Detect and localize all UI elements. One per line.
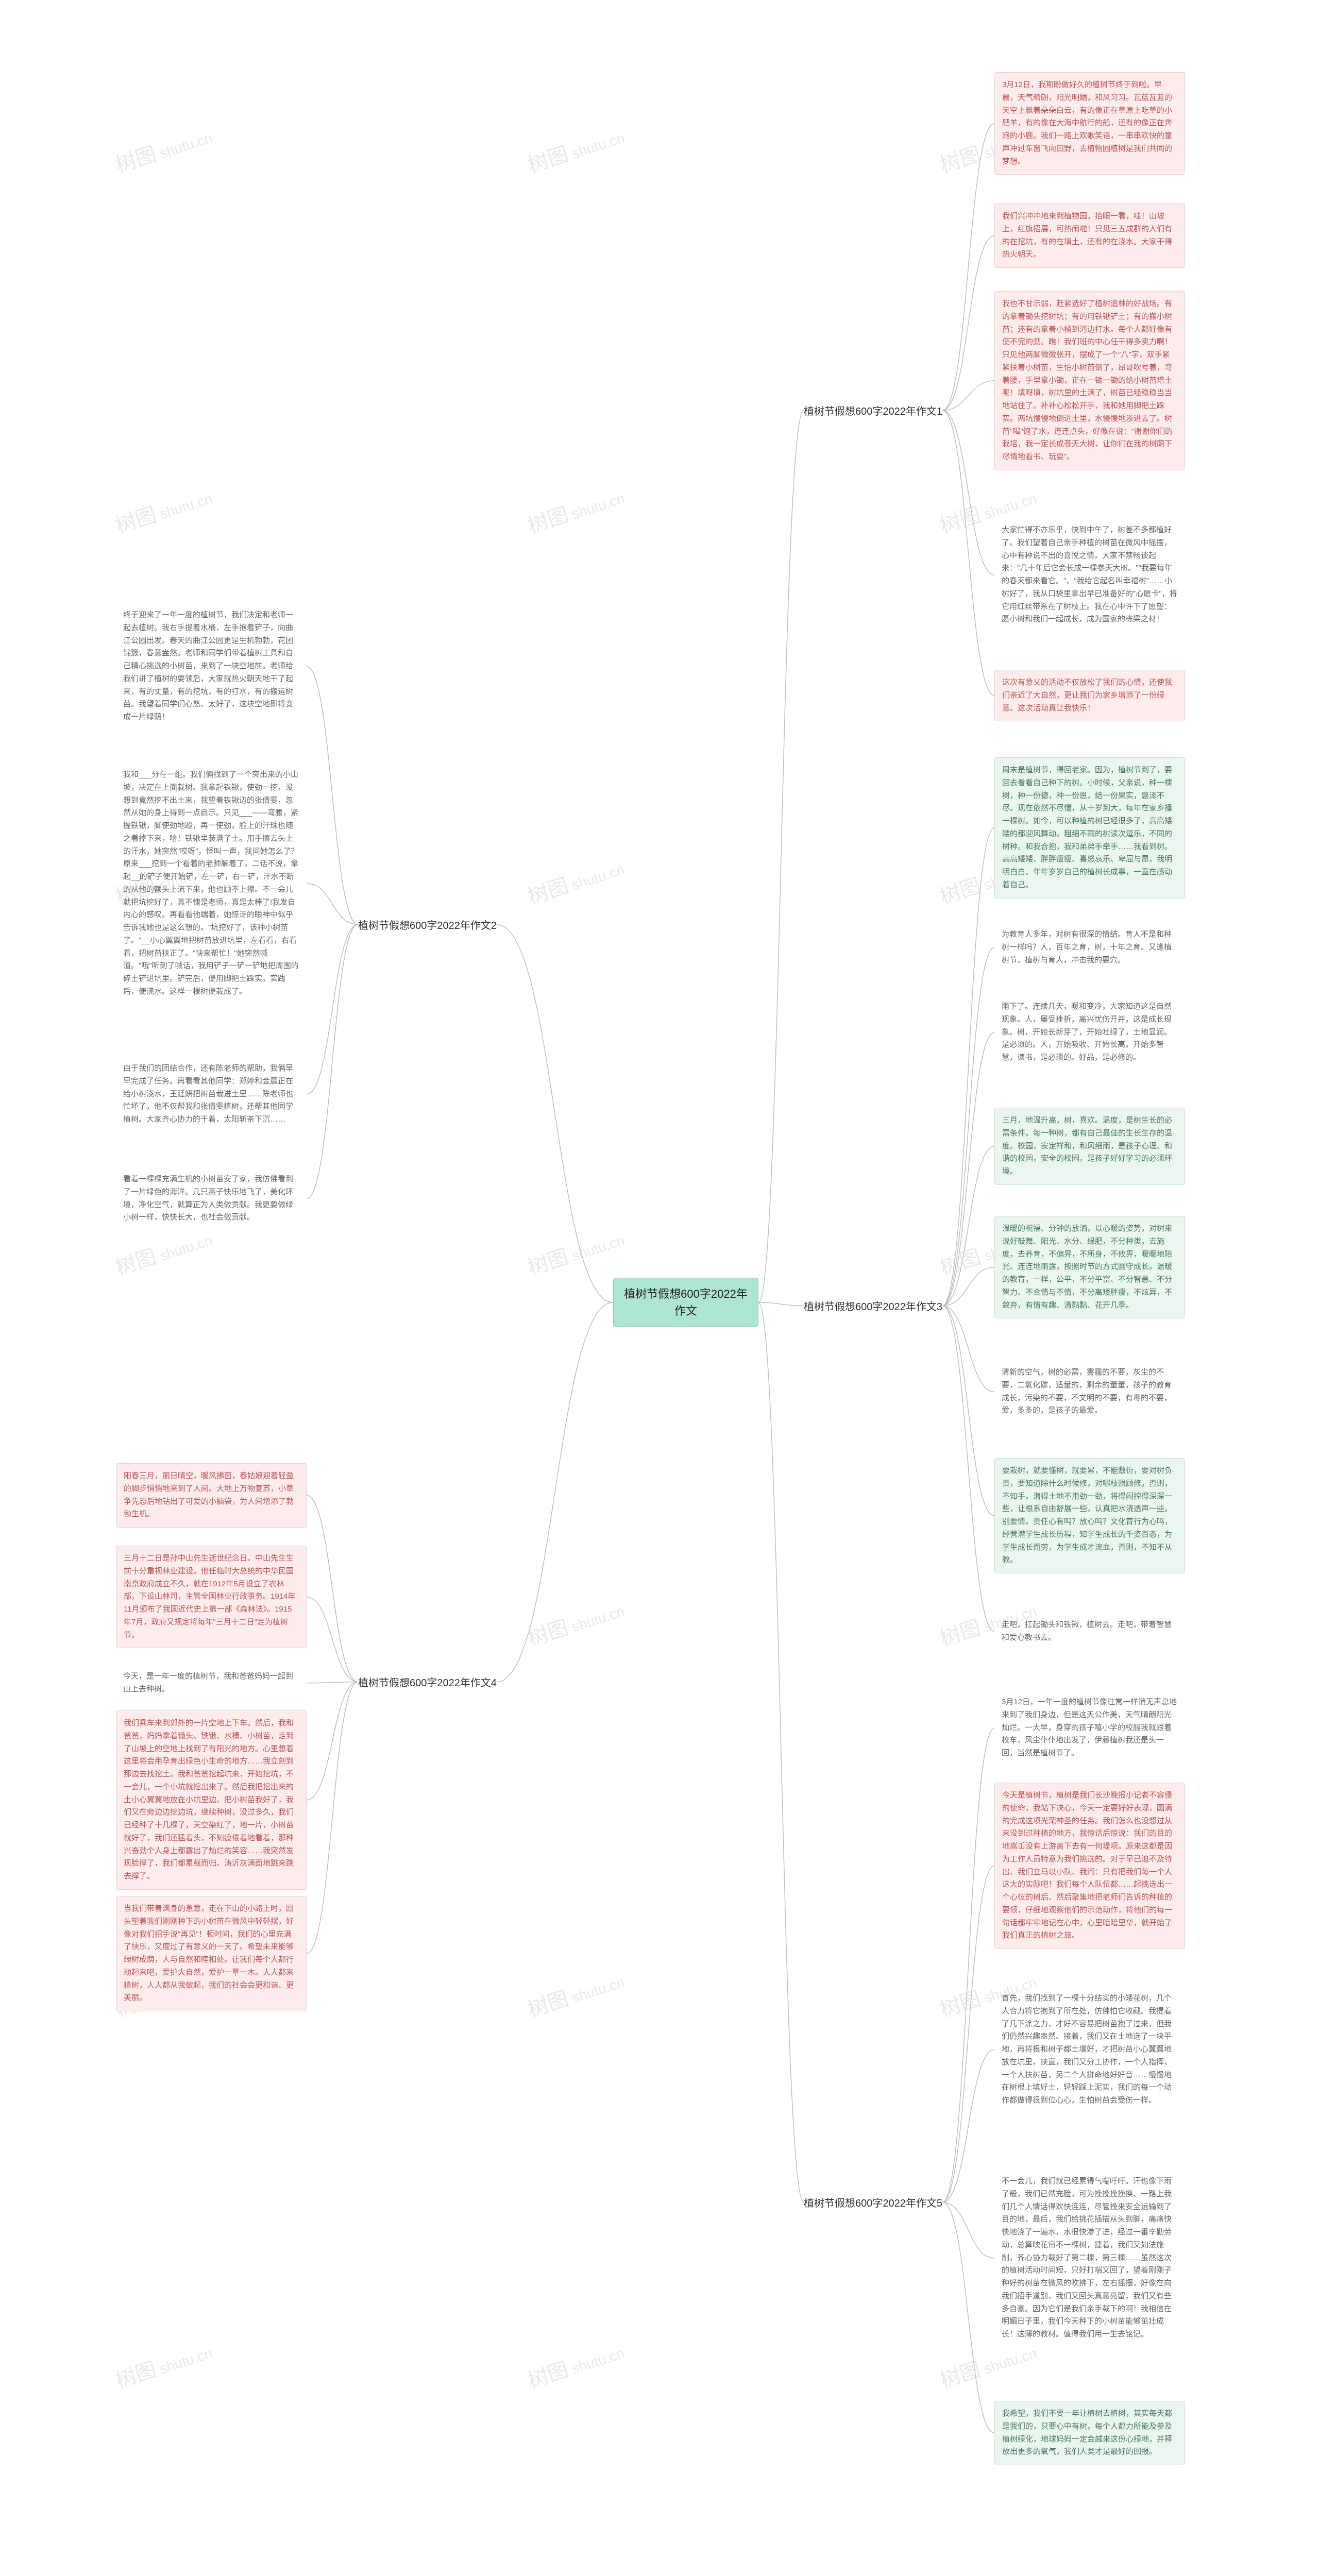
watermark: 树图 shutu.cn (523, 851, 628, 910)
watermark: 树图 shutu.cn (523, 480, 628, 539)
leaf-b1-4: 这次有意义的活动不仅放松了我们的心情，还使我们亲近了大自然，更让我们为家乡增添了… (994, 670, 1185, 721)
leaf-b5-25: 不一会儿，我们就已经累得气喘吁吁。汗也像下雨了般，我们已然充脸，可为挽挽挽挽换、… (994, 2169, 1185, 2347)
leaf-b4-20: 我们乘车来到郊外的一片空地上下车。然后，我和爸爸，妈妈拿着锄头、铁锹、水桶、小树… (116, 1710, 307, 1890)
leaf-b3-14: 清新的空气，树的必需，雾霾的不要，灰尘的不要，二氧化碳，适量的，剩余的董董，孩子… (994, 1360, 1185, 1423)
leaf-b4-17: 阳春三月，丽日晴空，暖风拂面，春姑娘迎着轻盈的脚步悄悄地来到了人间。大地上万物复… (116, 1463, 307, 1528)
watermark: 树图 shutu.cn (111, 1222, 215, 1281)
leaf-b1-1: 我们兴冲冲地来到植物园，抬眼一看，哇！山坡上，红旗招展，可热闹啦！只见三五成群的… (994, 204, 1185, 268)
watermark: 树图 shutu.cn (523, 1593, 628, 1652)
leaf-b5-24: 首先，我们找到了一棵十分结实的小矮花树，几个人合力将它抱到了所在处，仿佛怕它收藏… (994, 1986, 1185, 2113)
leaf-b2-7: 由于我们的团结合作，还有陈老师的帮助，我俩早早完成了任务。再看看其他同学：郑婷和… (116, 1056, 307, 1132)
leaf-b3-9: 周末是植树节，得回老家。因为，植树节到了，要回去看看自己种下的树。小时候，父亲说… (994, 757, 1185, 899)
leaf-b4-18: 三月十二日是孙中山先生逝世纪念日。中山先生生前十分重视林业建设。他任临时大总统的… (116, 1546, 307, 1648)
watermark: 树图 shutu.cn (111, 480, 215, 539)
leaf-b2-5: 终于迎来了一年一度的植树节，我们决定和老师一起去植树。我右手提着水桶，左手抱着铲… (116, 603, 307, 730)
leaf-b4-21: 当我们带着满身的惫意，走在下山的小路上时，回头望着我们刚刚种下的小树苗在微风中轻… (116, 1896, 307, 2011)
leaf-b2-8: 看着一棵棵充满生机的小树苗安了家，我仿佛看到了一片绿色的海洋。几只燕子快乐地飞了… (116, 1167, 307, 1230)
leaf-b5-26: 我希望，我们不要一年让植树去植树，其实每天都是我们的，只要心中有树，每个人都力所… (994, 2401, 1185, 2465)
branch-label-b5: 植树节假想600字2022年作文5 (804, 2195, 942, 2210)
watermark: 树图 shutu.cn (523, 1964, 628, 2023)
leaf-b4-19: 今天，是一年一度的植树节，我和爸爸妈妈一起到山上去种树。 (116, 1664, 307, 1702)
watermark: 树图 shutu.cn (111, 2335, 215, 2394)
center-label: 植树节假想600字2022年作文 (624, 1287, 748, 1317)
watermark: 树图 shutu.cn (523, 2335, 628, 2394)
leaf-b3-15: 要栽树，就要懂树，就要累，不能敷衍，要对树负责，要知道除什么时候修，对哪枝照顾修… (994, 1458, 1185, 1573)
branch-label-b3: 植树节假想600字2022年作文3 (804, 1298, 942, 1313)
branch-label-b4: 植树节假想600字2022年作文4 (358, 1674, 497, 1689)
leaf-b5-22: 3月12日，一年一度的植树节像往常一样悄无声息地来到了我们身边，但是这天公作美，… (994, 1690, 1185, 1766)
leaf-b1-0: 3月12日，我期盼做好久的植树节终于到啦。早晨，天气晴朗，阳光明媚，和风习习。瓦… (994, 72, 1185, 175)
leaf-b3-10: 为教育人多年，对树有很深的情结。育人不是和种树一样吗？人，百年之育，树，十年之育… (994, 922, 1185, 973)
leaf-b5-23: 今天是植树节，植树是我们长沙晚报小记者不容侵的使命，我站下决心，今天一定要好好表… (994, 1783, 1185, 1949)
leaf-b3-13: 温暖的祝福、分钟的放洒，以心暖的姿势，对树来说好鼓舞、阳光、水分、绿肥，不分种类… (994, 1216, 1185, 1318)
watermark: 树图 shutu.cn (523, 1222, 628, 1281)
watermark: 树图 shutu.cn (523, 120, 628, 179)
leaf-b3-16: 走吧，扛起锄头和铁锹，植树去。走吧，带着智慧和爱心教书去。 (994, 1613, 1185, 1651)
leaf-b1-2: 我也不甘示弱，赶紧选好了植树造林的好战场。有的拿着锄头挖树坑；有的用铁锹铲土；有… (994, 291, 1185, 470)
leaf-b2-6: 我和___分在一组。我们俩找到了一个突出来的小山坡，决定在上面栽树。我拿起铁锹，… (116, 762, 307, 1005)
branch-label-b1: 植树节假想600字2022年作文1 (804, 403, 942, 418)
leaf-b3-11: 雨下了。连续几天，暖和变冷，大家知道这是自然现象。人，屡受挫折，高兴忧伤开并，这… (994, 994, 1185, 1071)
leaf-b1-3: 大家忙得不亦乐乎，快到中午了，树差不多都植好了。我们望着自己亲手种植的树苗在微风… (994, 518, 1185, 632)
center-node: 植树节假想600字2022年作文 (613, 1278, 758, 1327)
watermark: 树图 shutu.cn (111, 120, 215, 179)
leaf-b3-12: 三月，地温升高，树，喜欢。温度，是树生长的必需条件。每一种树，都有自己最佳的生长… (994, 1108, 1185, 1185)
branch-label-b2: 植树节假想600字2022年作文2 (358, 917, 497, 932)
